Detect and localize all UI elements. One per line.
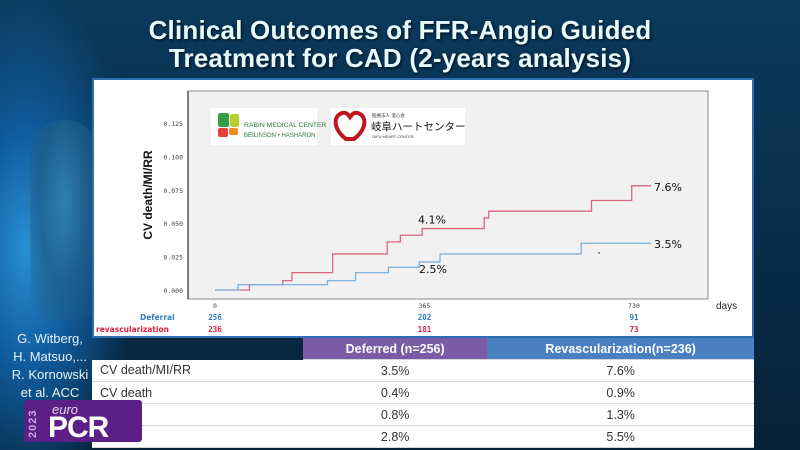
- revascularization-value: 5.5%: [487, 425, 754, 448]
- y-tick-label: 0.000: [163, 287, 183, 295]
- revascularization-value: 7.6%: [487, 359, 754, 382]
- stray-marker: [598, 252, 600, 254]
- row-label: [92, 403, 303, 426]
- table-header-revascularization: Revascularization(n=236): [487, 338, 754, 360]
- gifu-logo-sub: GIFU HEART CENTER: [372, 134, 414, 139]
- deferred-value: 0.4%: [303, 381, 488, 404]
- rabin-logo: RABIN MEDICAL CENTER BEILINSON • HASHARO…: [211, 108, 327, 145]
- row-label: CV death: [92, 381, 303, 404]
- y-tick-label: 0.100: [163, 153, 183, 161]
- at-risk-value: 256: [208, 313, 222, 322]
- deferred-value: 3.5%: [303, 359, 488, 382]
- at-risk-row-label: revascularization: [96, 325, 169, 334]
- title-line-1: Clinical Outcomes of FFR-Angio Guided: [148, 15, 652, 45]
- table-header-deferred: Deferred (n=256): [303, 338, 488, 360]
- table-header-row: Deferred (n=256) Revascularization(n=236…: [92, 338, 754, 360]
- data-label: 4.1%: [418, 214, 446, 227]
- slide-title: Clinical Outcomes of FFR-Angio Guided Tr…: [100, 16, 700, 72]
- outcomes-table: Deferred (n=256) Revascularization(n=236…: [92, 338, 754, 448]
- europcr-year: 2023: [27, 409, 39, 438]
- at-risk-value: 202: [418, 313, 432, 322]
- deferred-value: 0.8%: [303, 403, 488, 426]
- rabin-logo-line1: RABIN MEDICAL CENTER: [244, 122, 327, 129]
- x-axis-label: days: [716, 301, 737, 312]
- europcr-euro-text: euro: [52, 402, 79, 417]
- y-axis-label: CV death/MI/RR: [141, 150, 155, 240]
- revascularization-value: 0.9%: [487, 381, 754, 404]
- series-line-deferral: [215, 242, 652, 291]
- at-risk-row-label: Deferral: [140, 313, 175, 322]
- series-line-revascularization: [215, 185, 652, 291]
- at-risk-value: 236: [208, 325, 222, 334]
- gifu-logo-main: 岐阜ハートセンター: [371, 120, 466, 133]
- citation-line: R. Kornowski: [11, 367, 89, 382]
- revascularization-value: 1.3%: [487, 403, 754, 426]
- table-row: CV death 0.4% 0.9%: [92, 381, 754, 404]
- y-tick-label: 0.025: [163, 254, 183, 262]
- citation-line: H. Matsuo,...: [13, 349, 87, 364]
- row-label: [92, 425, 303, 448]
- at-risk-value: 181: [418, 325, 432, 334]
- rabin-logo-line2: BEILINSON • HASHARON: [244, 133, 315, 139]
- data-label: 7.6%: [654, 181, 682, 194]
- europcr-logo: 2023 euro PCR: [24, 400, 142, 444]
- table-row: 2.8% 5.5%: [92, 425, 754, 448]
- x-tick-label: 730: [628, 302, 640, 310]
- x-tick-label: 0: [213, 302, 217, 310]
- gifu-logo-small: 医療法人 澄心会: [372, 112, 405, 119]
- at-risk-value: 91: [629, 313, 639, 322]
- citation-line: G. Witberg,: [17, 331, 83, 346]
- table-row: 0.8% 1.3%: [92, 403, 754, 426]
- y-tick-label: 0.075: [163, 187, 183, 195]
- y-tick-label: 0.125: [163, 120, 183, 128]
- row-label: CV death/MI/RR: [92, 359, 303, 382]
- title-line-2: Treatment for CAD (2-years analysis): [168, 43, 632, 73]
- deferred-value: 2.8%: [303, 425, 488, 448]
- europcr-pcr-text: PCR: [48, 411, 109, 444]
- y-tick-label: 0.050: [163, 220, 183, 228]
- table-header-empty: [92, 338, 303, 360]
- at-risk-value: 73: [629, 325, 639, 334]
- heart-illustration: [30, 120, 100, 320]
- data-label: 2.5%: [419, 263, 447, 276]
- x-tick-label: 365: [419, 302, 431, 310]
- table-row: CV death/MI/RR 3.5% 7.6%: [92, 359, 754, 382]
- heart-icon: [333, 110, 367, 141]
- data-label: 3.5%: [654, 238, 682, 251]
- gifu-heart-logo: 医療法人 澄心会 岐阜ハートセンター GIFU HEART CENTER: [331, 108, 466, 145]
